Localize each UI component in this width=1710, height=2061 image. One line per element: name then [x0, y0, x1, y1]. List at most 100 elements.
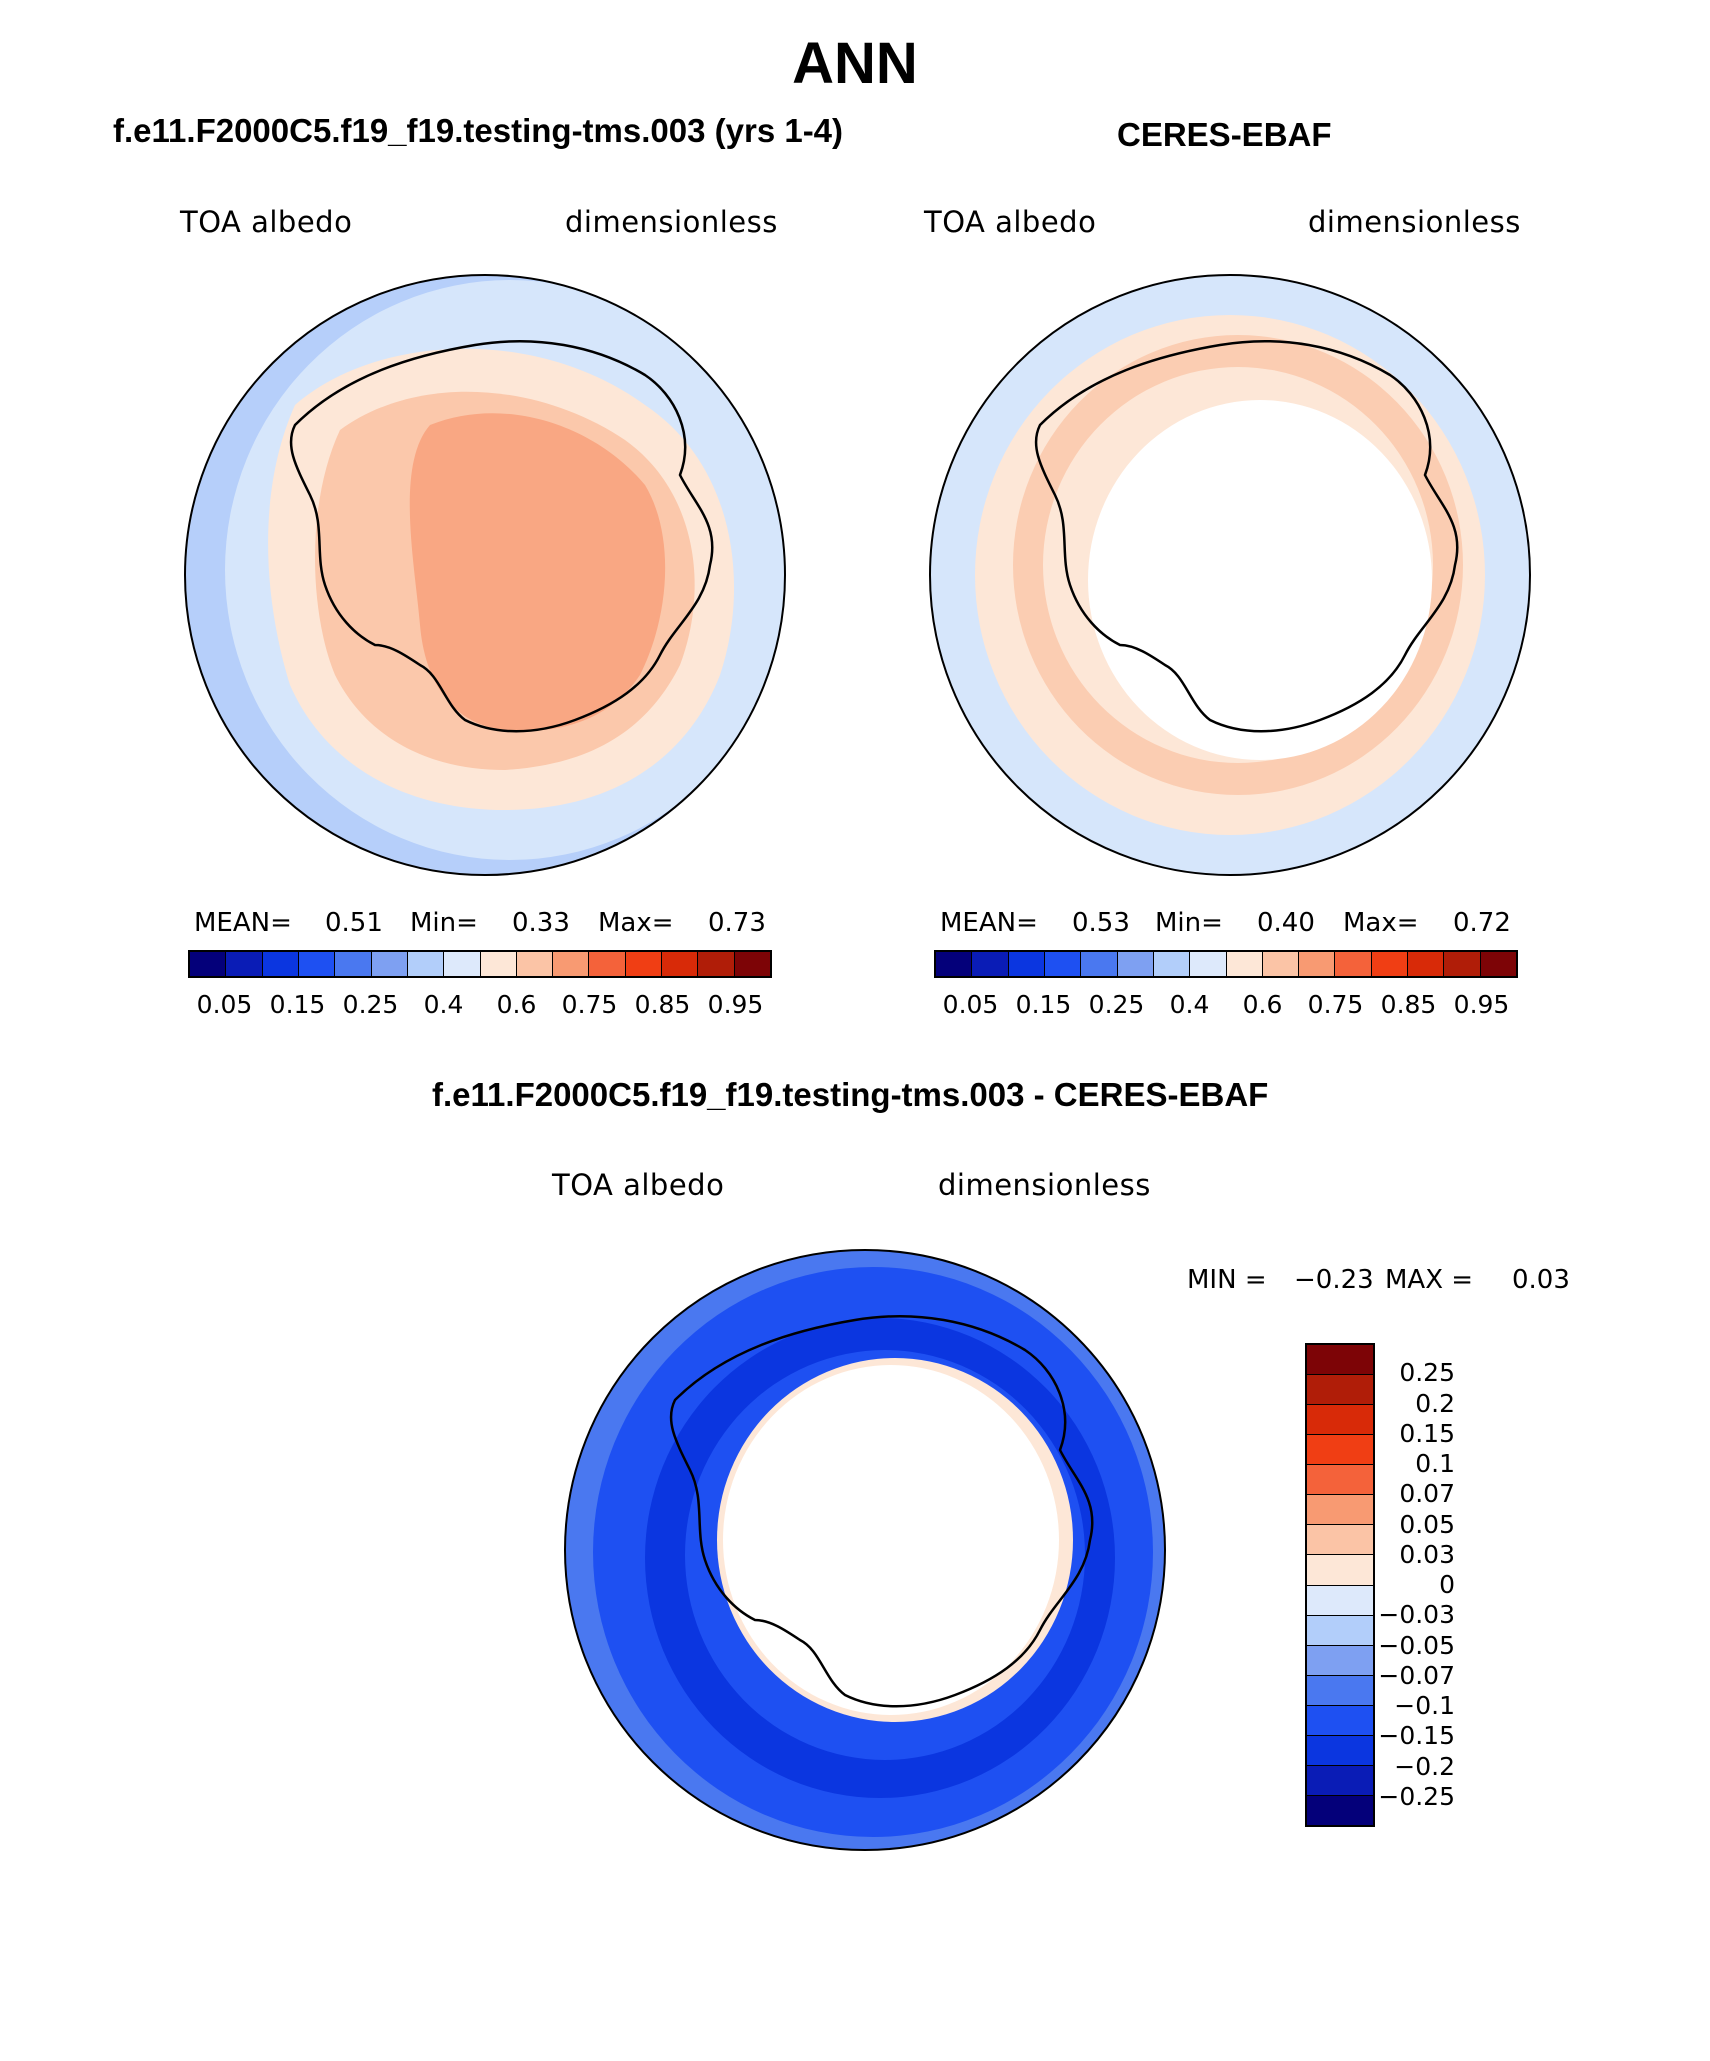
panel-1-max-label: Max=: [598, 908, 674, 938]
diff-colorbar-tick-label: 0.07: [1399, 1479, 1455, 1509]
panel-2-colorbar-tick-label: 0.15: [1015, 990, 1072, 1019]
diff-colorbar-ticks: 0.25 0.2 0.15 0.1 0.07 0.05 0.03 0 −0.03 −0.05 −0.…: [1375, 1343, 1485, 1827]
diff-colorbar-segment: [1307, 1435, 1373, 1466]
diff-coastline: [669, 1315, 1094, 1708]
panel-1-coastline: [289, 340, 714, 733]
panel-2-mean-label: MEAN=: [940, 908, 1038, 938]
panel-2-colorbar-tick-label: 0.75: [1307, 990, 1364, 1019]
panel-2-colorbar-ticks: 0.05 0.15 0.25 0.4 0.6 0.75 0.85 0.95: [934, 990, 1518, 1024]
panel-2-colorbar-segment: [1008, 952, 1045, 976]
diff-colorbar-tick-label: −0.25: [1378, 1781, 1455, 1811]
diff-colorbar-tick-label: −0.07: [1378, 1660, 1455, 1690]
panel-1-colorbar-tick-label: 0.05: [196, 990, 253, 1019]
panel-2-colorbar-tick-label: 0.85: [1380, 990, 1437, 1019]
panel-2-variable-label: TOA albedo: [924, 205, 1097, 239]
panel-2-colorbar-tick-label: 0.4: [1169, 990, 1210, 1019]
diff-colorbar-segment: [1307, 1555, 1373, 1586]
panel-2-title: CERES-EBAF: [1117, 116, 1332, 153]
diff-panel-variable-label: TOA albedo: [552, 1168, 725, 1202]
diff-colorbar-tick-label: −0.03: [1378, 1600, 1455, 1630]
panel-2-colorbar-tick-label: 0.6: [1242, 990, 1283, 1019]
panel-1-colorbar-tick-label: 0.15: [269, 990, 326, 1019]
diff-colorbar-segment: [1307, 1675, 1373, 1706]
panel-1-min-value: 0.33: [512, 908, 570, 938]
diff-colorbar-tick-label: −0.2: [1394, 1751, 1455, 1781]
diff-colorbar-segment: [1307, 1375, 1373, 1406]
diff-colorbar-segment: [1307, 1465, 1373, 1496]
panel-2-coastline: [1034, 340, 1459, 733]
diff-min-value: −0.23: [1294, 1265, 1374, 1295]
diff-colorbar-tick-label: 0.2: [1415, 1388, 1455, 1418]
diff-colorbar-tick-label: 0: [1439, 1570, 1455, 1599]
panel-2-max-label: Max=: [1343, 908, 1419, 938]
diff-colorbar-segment: [1307, 1765, 1373, 1796]
panel-2-colorbar-segment: [1408, 952, 1445, 976]
diff-colorbar-tick-label: −0.05: [1378, 1630, 1455, 1660]
panel-2-colorbar-segment: [936, 952, 973, 976]
panel-2-mean-value: 0.53: [1072, 908, 1130, 938]
panel-2-colorbar-segment: [972, 952, 1009, 976]
panel-1-colorbar-segment: [262, 952, 299, 976]
panel-1-colorbar-segment: [662, 952, 699, 976]
panel-2-min-label: Min=: [1155, 908, 1223, 938]
diff-colorbar-segment: [1307, 1345, 1373, 1376]
panel-1-colorbar-segment: [553, 952, 590, 976]
diff-colorbar-segment: [1307, 1645, 1373, 1676]
panel-2-colorbar: [934, 950, 1518, 978]
panel-2-colorbar-tick-label: 0.05: [942, 990, 999, 1019]
panel-2-colorbar-segment: [1480, 952, 1516, 976]
panel-1-polar-map: [184, 274, 786, 876]
panel-1-title: f.e11.F2000C5.f19_f19.testing-tms.003 (y…: [113, 112, 844, 149]
panel-1-colorbar-segment: [407, 952, 445, 976]
panel-2-colorbar-segment: [1262, 952, 1300, 976]
diff-panel-units-label: dimensionless: [938, 1168, 1151, 1202]
diff-colorbar-tick-label: 0.05: [1399, 1509, 1455, 1539]
panel-1-colorbar-tick-label: 0.75: [561, 990, 618, 1019]
panel-2-colorbar-segment: [1081, 952, 1118, 976]
panel-1-mean-value: 0.51: [325, 908, 383, 938]
diff-max-label: MAX =: [1385, 1265, 1474, 1295]
diff-colorbar-tick-label: 0.25: [1399, 1358, 1455, 1388]
diff-colorbar-segment: [1307, 1735, 1373, 1766]
panel-2-colorbar-segment: [1299, 952, 1336, 976]
panel-2-colorbar-tick-label: 0.25: [1088, 990, 1145, 1019]
panel-2-colorbar-segment: [1335, 952, 1372, 976]
diff-colorbar-tick-label: 0.1: [1415, 1449, 1455, 1478]
diff-colorbar: [1305, 1343, 1375, 1827]
panel-1-colorbar-segment: [190, 952, 227, 976]
diff-colorbar-segment: [1307, 1405, 1373, 1436]
diff-colorbar-segment: [1307, 1705, 1373, 1736]
panel-1-colorbar-segment: [516, 952, 554, 976]
diff-max-value: 0.03: [1512, 1265, 1570, 1295]
diff-colorbar-segment: [1307, 1495, 1373, 1526]
panel-1-mean-label: MEAN=: [194, 908, 292, 938]
panel-2-colorbar-tick-label: 0.95: [1453, 990, 1510, 1019]
panel-2-colorbar-segment: [1044, 952, 1082, 976]
panel-1-colorbar-segment: [371, 952, 408, 976]
panel-1-colorbar-tick-label: 0.4: [423, 990, 464, 1019]
diff-colorbar-segment: [1307, 1525, 1373, 1556]
panel-1-colorbar-segment: [698, 952, 735, 976]
panel-2-colorbar-segment: [1190, 952, 1227, 976]
panel-2-units-label: dimensionless: [1308, 205, 1521, 239]
panel-1-colorbar-segment: [734, 952, 770, 976]
panel-1-colorbar-segment: [625, 952, 663, 976]
diff-panel-title: f.e11.F2000C5.f19_f19.testing-tms.003 - …: [432, 1076, 1269, 1113]
panel-1-colorbar-tick-label: 0.85: [634, 990, 691, 1019]
panel-1-min-label: Min=: [410, 908, 478, 938]
diff-colorbar-segment: [1307, 1615, 1373, 1646]
panel-2-colorbar-segment: [1153, 952, 1191, 976]
panel-1-colorbar-tick-label: 0.25: [342, 990, 399, 1019]
panel-1-colorbar-segment: [589, 952, 626, 976]
panel-2-colorbar-segment: [1117, 952, 1154, 976]
panel-1-colorbar-tick-label: 0.95: [707, 990, 764, 1019]
panel-2-colorbar-segment: [1444, 952, 1481, 976]
diff-colorbar-tick-label: 0.15: [1399, 1418, 1455, 1448]
panel-1-colorbar-ticks: 0.05 0.15 0.25 0.4 0.6 0.75 0.85 0.95: [188, 990, 772, 1024]
diff-colorbar-tick-label: 0.03: [1399, 1539, 1455, 1569]
panel-1-colorbar: [188, 950, 772, 978]
diff-polar-map: [564, 1249, 1166, 1851]
panel-1-max-value: 0.73: [708, 908, 766, 938]
panel-1-colorbar-segment: [444, 952, 481, 976]
panel-1-colorbar-segment: [226, 952, 263, 976]
